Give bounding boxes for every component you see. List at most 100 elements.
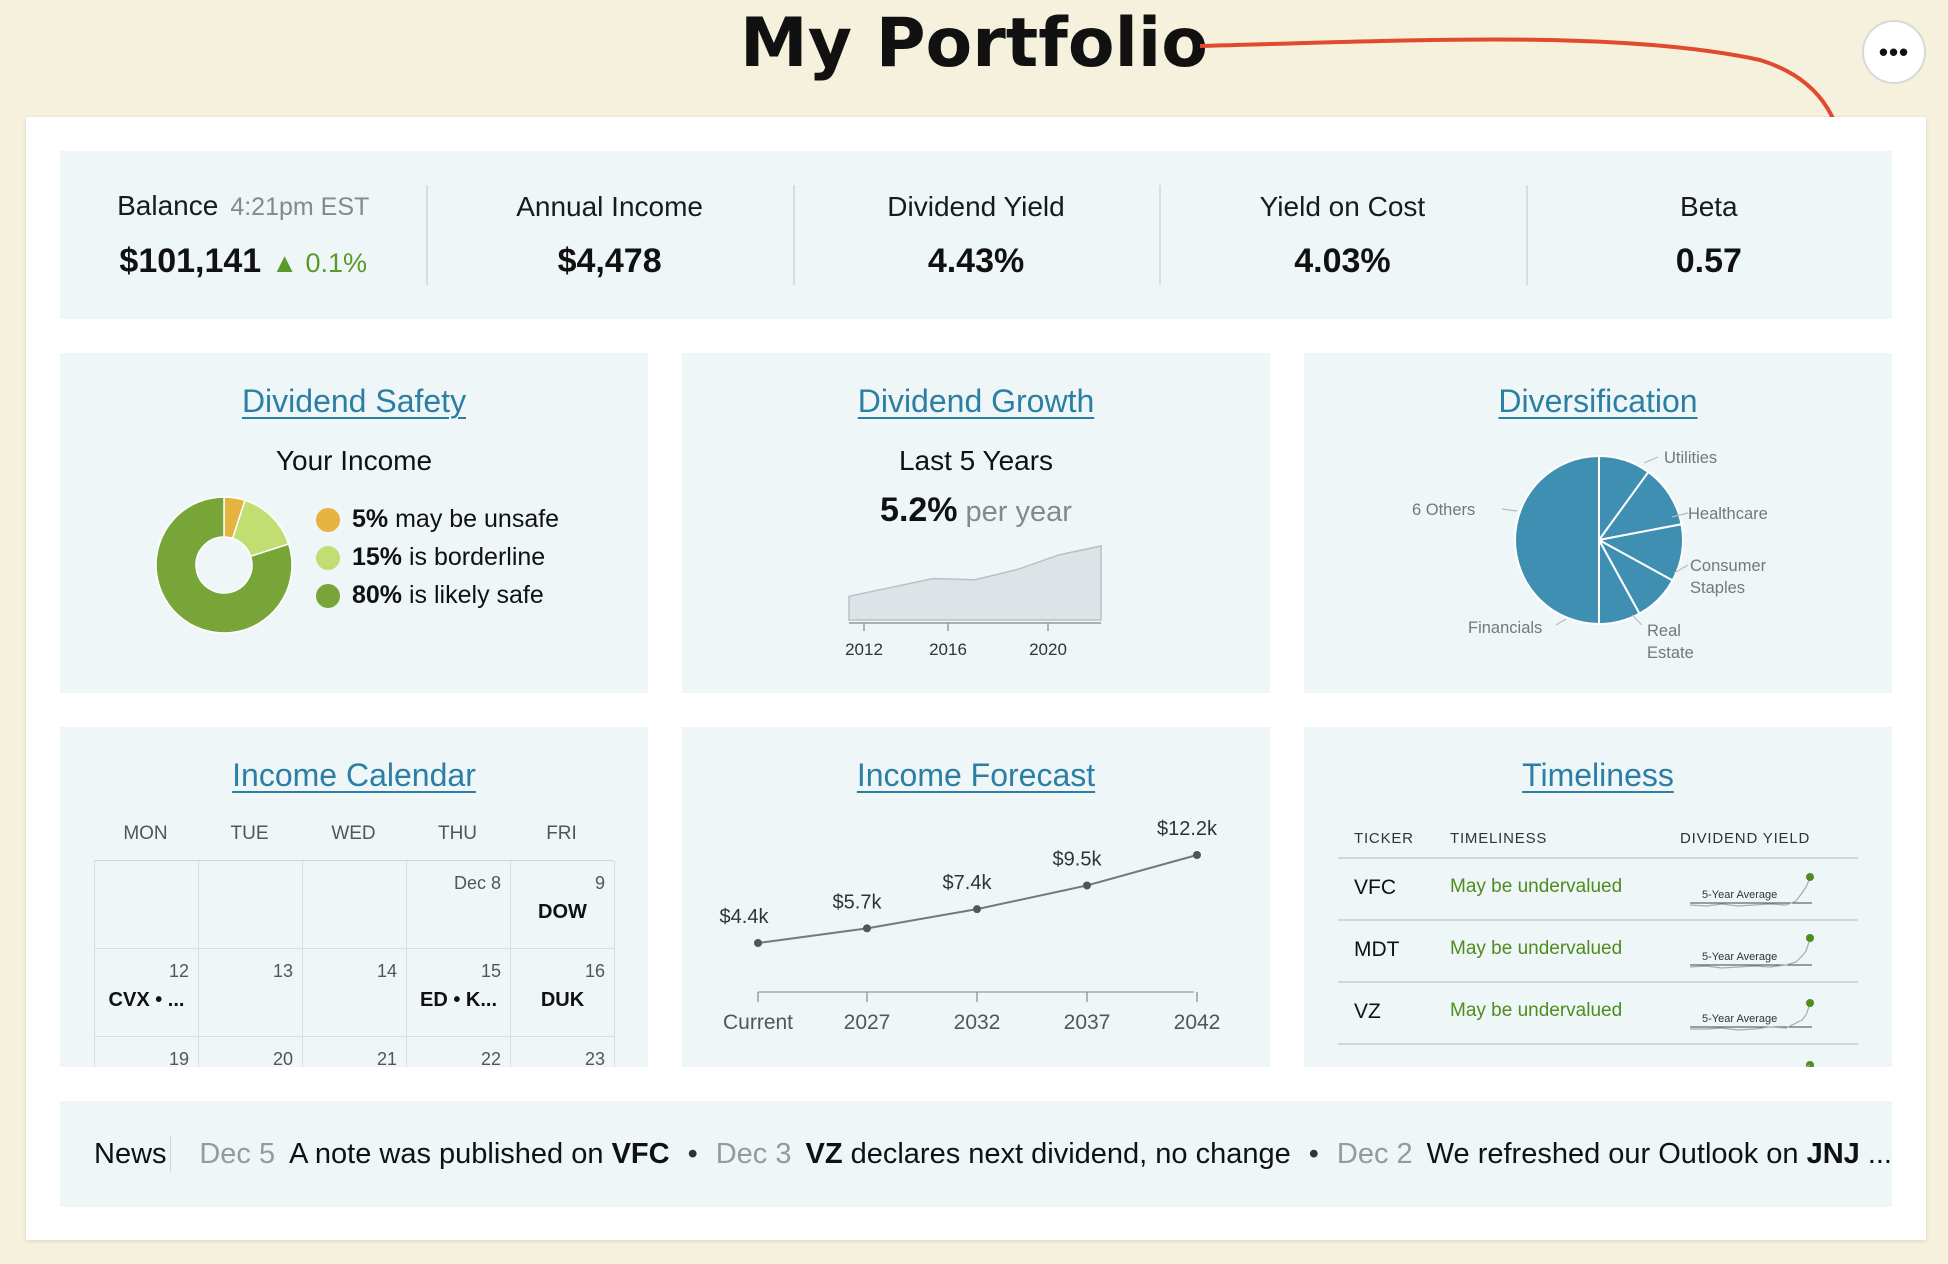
news-item[interactable]: VZ declares next dividend, no change: [805, 1137, 1291, 1170]
portfolio-card: Balance 4:21pm EST $101,141 ▲ 0.1% Annual …: [26, 117, 1926, 1240]
pie-label: Real: [1647, 622, 1681, 640]
calendar-cell[interactable]: 13: [199, 949, 303, 1037]
safety-donut-chart: [155, 496, 293, 634]
news-date: Dec 3: [715, 1137, 792, 1170]
forecast-value-label: $9.5k: [1053, 848, 1103, 870]
forecast-tick-label: 2037: [1064, 1011, 1111, 1034]
forecast-line-chart: $4.4k Current $5.7k 2027 $7.4k 2032 $9.5k 2037 $…: [720, 818, 1221, 1034]
stat-beta: Beta 0.57: [1525, 151, 1892, 319]
cal-event[interactable]: ED • K...: [419, 989, 497, 1011]
col-header-timeliness: TIMELINESS: [1450, 830, 1548, 847]
table-row[interactable]: [1338, 1043, 1858, 1067]
forecast-point: [754, 939, 762, 947]
calendar-cell[interactable]: 9 DOW: [511, 861, 615, 949]
calendar-cell[interactable]: 20: [199, 1037, 303, 1067]
cal-date: Dec 8: [453, 873, 501, 893]
news-divider: [169, 1136, 172, 1172]
cal-date: 21: [376, 1049, 397, 1067]
table-row[interactable]: VZ May be undervalued 5-Year Average: [1338, 981, 1858, 1043]
stat-value: $4,478: [557, 242, 662, 280]
news-date: Dec 2: [1336, 1137, 1413, 1170]
growth-tick-label: 2020: [1029, 640, 1067, 659]
dividend-growth-link[interactable]: Dividend Growth: [857, 383, 1095, 419]
growth-subtitle: Last 5 Years: [898, 445, 1054, 476]
stat-label: Balance: [117, 189, 219, 221]
summary-stats: Balance 4:21pm EST $101,141 ▲ 0.1% Annual …: [60, 151, 1892, 319]
news-date: Dec 5: [199, 1137, 276, 1170]
pie-slice: [1514, 454, 1600, 626]
table-row[interactable]: VFC May be undervalued 5-Year Average: [1338, 857, 1858, 919]
pie-label: Estate: [1647, 644, 1694, 662]
calendar-cell[interactable]: 22: [407, 1037, 511, 1067]
news-bullet: •: [1308, 1137, 1319, 1170]
legend-item-safe: 80% is likely safe: [316, 581, 544, 610]
calendar-cell[interactable]: 21: [303, 1037, 407, 1067]
calendar-cell[interactable]: 16 DUK: [511, 949, 615, 1037]
legend-dot-icon: [316, 507, 340, 532]
cal-event[interactable]: DUK: [540, 989, 585, 1011]
cal-day-header: TUE: [230, 823, 269, 844]
forecast-tick-label: 2042: [1174, 1011, 1221, 1034]
yield-sparkline: [1804, 1061, 1814, 1067]
calendar-cell[interactable]: Dec 8: [407, 861, 511, 949]
timeliness-cell: May be undervalued: [1450, 1000, 1623, 1021]
calendar-cell[interactable]: [303, 861, 407, 949]
news-item[interactable]: We refreshed our Outlook on JNJ ...: [1426, 1137, 1892, 1170]
timeliness-link[interactable]: Timeliness: [1522, 757, 1674, 793]
diversification-pie-chart: Utilities Healthcare Consumer Staples Re…: [1412, 449, 1768, 662]
forecast-point: [1083, 881, 1091, 890]
pie-label: Staples: [1690, 579, 1745, 597]
growth-unit: per year: [965, 496, 1072, 528]
diversification-link[interactable]: Diversification: [1498, 383, 1698, 419]
dividend-growth-panel: Dividend Growth Last 5 Years 5.2% per yea…: [682, 353, 1270, 693]
calendar-cell[interactable]: 23: [511, 1037, 615, 1067]
calendar-cell[interactable]: [95, 861, 199, 949]
page-title: My Portfolio: [740, 4, 1208, 83]
pie-label: 6 Others: [1412, 501, 1475, 519]
income-forecast-panel: Income Forecast $4.4k Current $5.7k 2027 $7.…: [682, 727, 1270, 1067]
growth-area-chart: 2012 2016 2020: [845, 545, 1102, 659]
news-ticker: News Dec 5 A note was published on VFC •…: [60, 1101, 1892, 1207]
stat-timestamp: 4:21pm EST: [230, 192, 370, 221]
income-forecast-link[interactable]: Income Forecast: [856, 757, 1096, 793]
cal-date: 19: [168, 1049, 189, 1067]
cal-date: 15: [480, 961, 501, 981]
more-options-button[interactable]: •••: [1862, 20, 1926, 84]
cal-date: 12: [168, 961, 189, 981]
growth-tick-label: 2012: [845, 640, 883, 659]
cal-day-header: MON: [123, 823, 168, 844]
calendar-cell[interactable]: 19: [95, 1037, 199, 1067]
cal-date: 13: [272, 961, 293, 981]
legend-pct: 80%: [352, 581, 403, 609]
pie-label: Financials: [1468, 619, 1542, 637]
pie-label: Utilities: [1664, 449, 1717, 467]
cal-event[interactable]: CVX • ...: [108, 989, 185, 1011]
growth-percent: 5.2%: [880, 491, 958, 529]
calendar-cell[interactable]: 15 ED • K...: [407, 949, 511, 1037]
legend-pct: 15%: [352, 543, 403, 571]
cal-event[interactable]: DOW: [538, 901, 587, 923]
ticker-cell: VFC: [1354, 876, 1396, 899]
dividend-safety-link[interactable]: Dividend Safety: [241, 383, 467, 419]
yield-sparkline: 5-Year Average: [1690, 999, 1814, 1031]
news-bullet: •: [687, 1137, 698, 1170]
calendar-cell[interactable]: 14: [303, 949, 407, 1037]
svg-text:5-Year Average: 5-Year Average: [1702, 889, 1777, 901]
ellipsis-icon: •••: [1878, 37, 1910, 67]
cal-date: 16: [584, 961, 605, 981]
calendar-cell[interactable]: [199, 861, 303, 949]
table-row[interactable]: MDT May be undervalued 5-Year Average: [1338, 919, 1858, 981]
income-calendar-link[interactable]: Income Calendar: [232, 757, 476, 793]
news-label: News: [94, 1137, 167, 1170]
calendar-cell[interactable]: 12 CVX • ...: [95, 949, 199, 1037]
forecast-point: [863, 924, 871, 933]
legend-text: may be unsafe: [395, 505, 560, 533]
news-item[interactable]: A note was published on VFC: [289, 1137, 670, 1170]
forecast-point: [973, 905, 981, 914]
forecast-tick-label: 2027: [844, 1011, 891, 1034]
forecast-value-label: $12.2k: [1157, 818, 1218, 840]
stat-label: Beta: [1680, 191, 1738, 222]
legend-item-unsafe: 5% may be unsafe: [316, 505, 559, 534]
stat-change: ▲ 0.1%: [271, 247, 367, 278]
forecast-point: [1193, 851, 1201, 859]
